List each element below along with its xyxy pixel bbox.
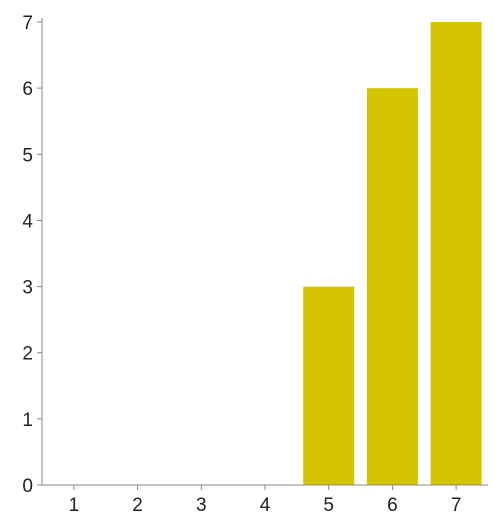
x-tick-label: 3: [196, 495, 207, 516]
x-tick-label: 5: [323, 495, 334, 516]
y-tick-label: 0: [22, 476, 33, 497]
bar-5: [303, 286, 355, 485]
x-tick-label: 6: [387, 495, 398, 516]
y-tick-label: 2: [22, 344, 33, 365]
x-ticks-group: 1 2 3 4 5 6 7: [69, 485, 462, 516]
y-tick-label: 1: [22, 410, 33, 431]
y-tick-label: 4: [22, 211, 33, 232]
y-tick-label: 3: [22, 278, 33, 299]
x-tick-label: 1: [69, 495, 80, 516]
y-tick-label: 6: [22, 79, 33, 100]
y-tick-label: 5: [22, 145, 33, 166]
x-tick-label: 7: [451, 495, 462, 516]
axes-group: [41, 18, 488, 486]
y-tick-label: 7: [22, 13, 33, 34]
x-tick-label: 2: [132, 495, 143, 516]
x-tick-label: 4: [260, 495, 271, 516]
y-ticks-group: 0 1 2 3 4 5 6 7: [22, 13, 42, 497]
bar-7: [430, 22, 482, 485]
bar-6: [366, 88, 418, 486]
bars-group: [303, 22, 482, 486]
